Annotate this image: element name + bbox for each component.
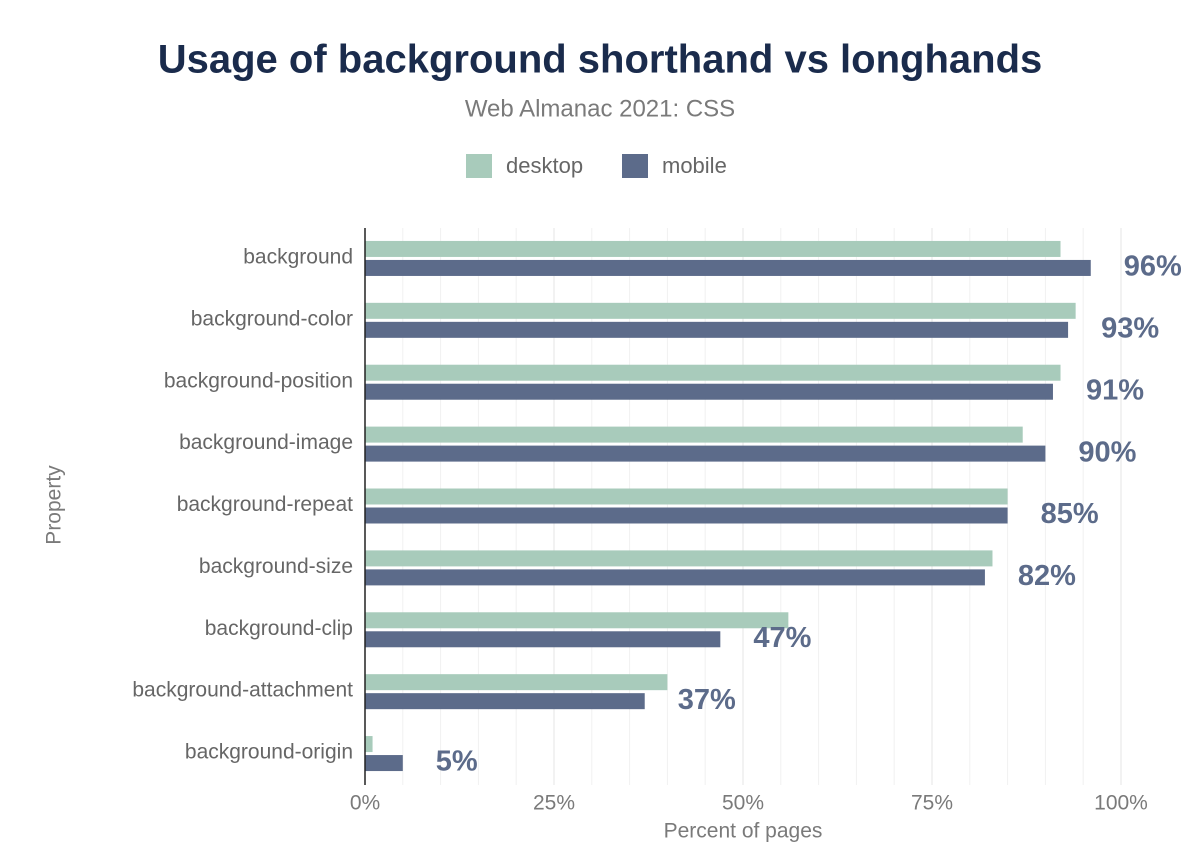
bar bbox=[365, 507, 1008, 524]
y-axis-title: Property bbox=[43, 465, 66, 545]
bar bbox=[365, 631, 721, 648]
bar bbox=[365, 445, 1046, 462]
legend-label: desktop bbox=[506, 153, 583, 178]
bar bbox=[365, 426, 1023, 443]
y-tick-label: background-origin bbox=[185, 741, 353, 764]
legend-swatch bbox=[622, 154, 648, 178]
bar bbox=[365, 612, 789, 629]
y-tick-label: background-image bbox=[179, 431, 353, 454]
data-label: 37% bbox=[678, 684, 736, 716]
data-label: 47% bbox=[753, 622, 811, 654]
y-tick-label: background-color bbox=[191, 307, 353, 330]
y-tick-label: background bbox=[243, 245, 353, 268]
x-axis-title: Percent of pages bbox=[664, 820, 823, 843]
x-tick-label: 50% bbox=[722, 792, 764, 815]
bar bbox=[365, 364, 1061, 381]
chart-subtitle: Web Almanac 2021: CSS bbox=[465, 95, 735, 122]
bar bbox=[365, 755, 403, 772]
bar bbox=[365, 259, 1091, 276]
data-label: 93% bbox=[1101, 312, 1159, 344]
bar bbox=[365, 693, 645, 710]
data-label: 91% bbox=[1086, 374, 1144, 406]
bar bbox=[365, 550, 993, 567]
legend-label: mobile bbox=[662, 153, 727, 178]
bar bbox=[365, 674, 668, 691]
data-label: 82% bbox=[1018, 560, 1076, 592]
data-label: 5% bbox=[436, 746, 478, 778]
data-label: 85% bbox=[1041, 498, 1099, 530]
chart-title: Usage of background shorthand vs longhan… bbox=[158, 38, 1043, 82]
bars bbox=[365, 240, 1091, 772]
x-tick-label: 100% bbox=[1094, 792, 1148, 815]
legend-swatch bbox=[466, 154, 492, 178]
bar bbox=[365, 240, 1061, 257]
bar bbox=[365, 302, 1076, 319]
bar bbox=[365, 736, 373, 753]
bar bbox=[365, 383, 1053, 400]
y-tick-label: background-size bbox=[199, 555, 353, 578]
y-tick-label: background-repeat bbox=[177, 493, 353, 516]
y-tick-label: background-clip bbox=[205, 617, 353, 640]
y-tick-label: background-attachment bbox=[132, 679, 353, 702]
y-tick-label: background-position bbox=[164, 369, 353, 392]
bar bbox=[365, 321, 1069, 338]
data-label: 96% bbox=[1124, 251, 1182, 283]
data-label: 90% bbox=[1078, 436, 1136, 468]
x-tick-label: 0% bbox=[350, 792, 380, 815]
x-tick-label: 25% bbox=[533, 792, 575, 815]
x-tick-label: 75% bbox=[911, 792, 953, 815]
bar bbox=[365, 488, 1008, 505]
bar bbox=[365, 569, 985, 586]
